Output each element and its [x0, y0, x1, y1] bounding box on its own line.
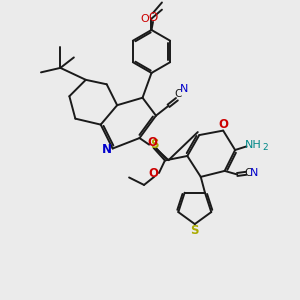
Text: C: C — [245, 168, 252, 178]
Text: O: O — [147, 136, 157, 149]
Text: N: N — [180, 84, 188, 94]
Text: O: O — [148, 167, 159, 180]
Text: O: O — [218, 118, 228, 131]
Text: 2: 2 — [262, 142, 268, 152]
Text: S: S — [150, 138, 158, 151]
Text: O: O — [148, 11, 158, 24]
Text: S: S — [190, 224, 199, 236]
Text: N: N — [250, 168, 258, 178]
Text: O: O — [140, 14, 149, 24]
Text: C: C — [175, 89, 182, 99]
Text: N: N — [102, 142, 112, 156]
Text: NH: NH — [245, 140, 262, 150]
